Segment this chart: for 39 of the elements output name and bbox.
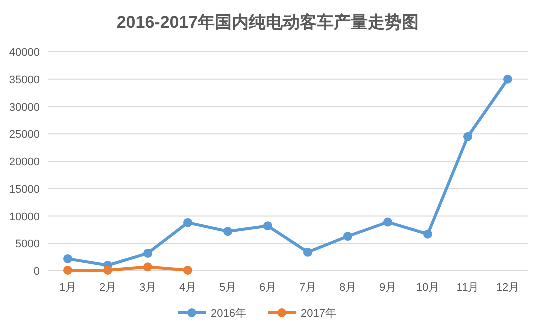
point (64, 254, 72, 264)
point (264, 222, 272, 231)
y-tick-label: 25000 (9, 129, 40, 142)
point (224, 227, 232, 236)
point (304, 248, 312, 257)
x-tick-label: 2月 (99, 282, 117, 294)
point (64, 266, 72, 275)
x-tick-label: 10月 (416, 282, 440, 294)
point (424, 230, 432, 239)
point (384, 218, 392, 227)
point (504, 74, 512, 84)
x-tick-label: 6月 (259, 282, 277, 294)
y-tick-label: 5000 (16, 238, 40, 251)
chart-title: 2016-2017年国内纯电动客车产量走势图 (116, 13, 420, 32)
point (144, 248, 152, 258)
point (144, 262, 152, 272)
x-tick-label: 11月 (456, 282, 480, 294)
point (184, 218, 192, 228)
point (184, 266, 192, 275)
y-tick-label: 30000 (9, 102, 40, 114)
y-tick-label: 10000 (9, 211, 40, 224)
x-tick-label: 4月 (179, 282, 197, 294)
x-tick-label: 3月 (139, 282, 157, 294)
x-tick-label: 7月 (299, 282, 317, 294)
y-tick-label: 20000 (9, 156, 40, 168)
x-tick-label: 1月 (59, 282, 77, 294)
point (344, 232, 352, 242)
point (464, 132, 472, 142)
y-tick-label: 0 (34, 266, 40, 278)
x-tick-label: 9月 (379, 282, 397, 294)
y-tick-label: 15000 (9, 184, 40, 196)
legend-label: 2017年 (301, 308, 336, 320)
legend-label: 2016年 (211, 308, 246, 320)
y-tick-label: 40000 (9, 47, 40, 59)
x-tick-label: 8月 (339, 282, 357, 294)
x-tick-label: 12月 (496, 282, 520, 294)
x-tick-label: 5月 (219, 282, 237, 294)
point (104, 266, 112, 275)
y-tick-label: 35000 (9, 74, 40, 86)
